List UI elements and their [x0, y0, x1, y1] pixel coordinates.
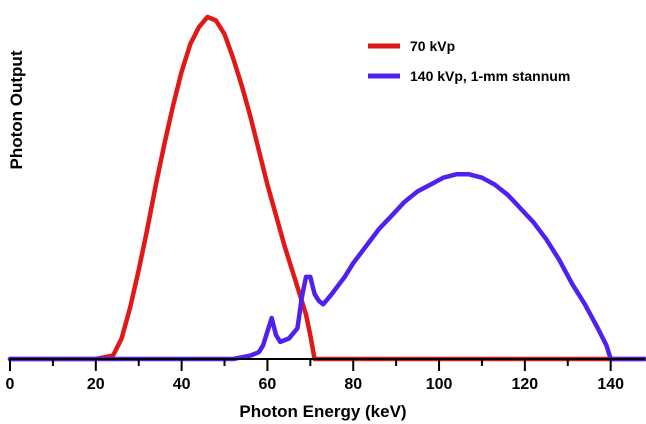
- x-tick-label: 40: [173, 376, 191, 393]
- x-tick-label: 80: [344, 376, 362, 393]
- plot-area: [7, 14, 646, 362]
- x-axis: 0 20 40 60 80 100 120 140: [6, 358, 645, 393]
- x-tick-label: 20: [87, 376, 105, 393]
- legend-label-2: 140 kVp, 1-mm stannum: [410, 68, 570, 84]
- x-axis-label: Photon Energy (keV): [239, 402, 406, 421]
- x-tick-label: 120: [512, 376, 539, 393]
- x-tick-label: 60: [259, 376, 277, 393]
- legend: 70 kVp 140 kVp, 1-mm stannum: [368, 38, 570, 84]
- legend-label-1: 70 kVp: [410, 38, 455, 54]
- y-axis-label: Photon Output: [7, 50, 26, 169]
- x-tick-label: 140: [597, 376, 624, 393]
- x-tick-label: 0: [6, 376, 15, 393]
- x-tick-label: 100: [426, 376, 453, 393]
- series-line-1: [7, 14, 646, 362]
- series-line-2: [7, 172, 646, 362]
